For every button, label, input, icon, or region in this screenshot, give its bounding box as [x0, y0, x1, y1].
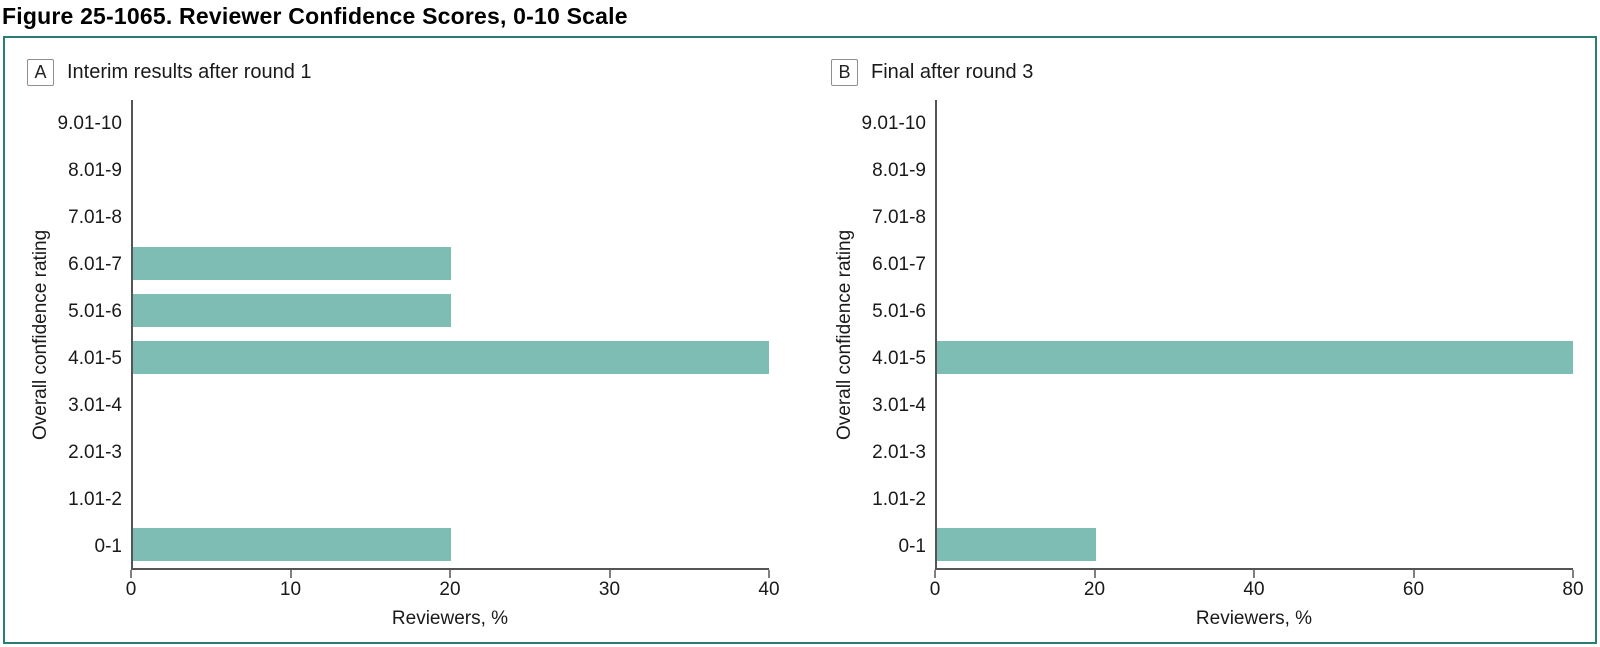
- panel-a-y-axis-title: Overall confidence rating: [30, 229, 51, 441]
- panel-a-chart: Overall confidence rating 9.01-10 8.01-9 7…: [25, 100, 780, 636]
- panel-b-header: B Final after round 3: [831, 58, 1573, 86]
- figure-title: Figure 25-1065. Reviewer Confidence Scor…: [2, 3, 628, 29]
- bar-row: [937, 428, 1573, 475]
- panel-b-y-tick-labels: 9.01-10 8.01-9 7.01-8 6.01-7 5.01-6 4.01-5 3.0…: [861, 100, 935, 570]
- x-tick-label: 80: [1562, 579, 1584, 600]
- x-tick-label: 40: [758, 579, 780, 600]
- bar-row: [133, 100, 769, 147]
- x-tick-mark: [449, 570, 451, 578]
- bar-row: [937, 240, 1573, 287]
- x-tick-mark: [1412, 570, 1415, 578]
- bar-5.01-6: [133, 294, 451, 328]
- bar-row: [937, 194, 1573, 241]
- bar-row: [133, 474, 769, 521]
- panel-b-chart: Overall confidence rating 9.01-10 8.01-9 7…: [829, 100, 1584, 636]
- y-tick-label: 3.01-4: [68, 395, 122, 416]
- bar-row: [133, 194, 769, 241]
- y-tick-label: 8.01-9: [68, 160, 122, 181]
- panel-a-plot-area: [131, 100, 769, 570]
- panel-b-x-axis-title: Reviewers, %: [1195, 608, 1313, 629]
- bar-row: [133, 240, 769, 287]
- panel-a-y-tick-labels: 9.01-10 8.01-9 7.01-8 6.01-7 5.01-6 4.01-5 3.0…: [57, 100, 131, 570]
- x-tick-label: 20: [1083, 579, 1106, 600]
- panel-a: A Interim results after round 1 Overall …: [25, 56, 780, 636]
- x-tick-mark: [1572, 570, 1574, 578]
- y-tick-label: 2.01-3: [872, 442, 926, 463]
- x-tick-label: 30: [598, 579, 621, 600]
- y-tick-label: 8.01-9: [872, 160, 926, 181]
- bar-row: [937, 334, 1573, 381]
- panel-a-title: Interim results after round 1: [67, 60, 312, 83]
- bar-row: [133, 147, 769, 194]
- panel-b-plot-area: [935, 100, 1573, 570]
- bar-row: [937, 287, 1573, 334]
- y-tick-label: 3.01-4: [872, 395, 926, 416]
- bar-row: [133, 287, 769, 334]
- x-tick-mark: [1253, 570, 1255, 578]
- y-tick-label: 9.01-10: [57, 113, 122, 134]
- panel-b-x-ticks: 0 20 40 60 80: [930, 570, 1584, 604]
- x-tick-label: 20: [439, 579, 461, 600]
- y-tick-label: 1.01-2: [872, 489, 926, 510]
- bar-row: [133, 334, 769, 381]
- x-tick-mark: [934, 570, 936, 578]
- panel-b-title: Final after round 3: [871, 60, 1034, 83]
- panel-b-letter-badge: B: [831, 58, 858, 86]
- bar-4.01-5: [937, 340, 1573, 374]
- panel-a-x-ticks: 0 10 20 30 40: [126, 570, 780, 604]
- y-tick-label: 1.01-2: [68, 489, 122, 510]
- y-tick-label: 6.01-7: [68, 254, 122, 275]
- bar-row: [133, 521, 769, 568]
- y-tick-label: 5.01-6: [68, 301, 122, 322]
- bar-row: [937, 147, 1573, 194]
- y-tick-label: 5.01-6: [872, 301, 926, 322]
- bar-4.01-5: [133, 340, 769, 374]
- y-tick-label: 6.01-7: [872, 254, 926, 275]
- bar-0-1: [937, 528, 1096, 562]
- x-tick-mark: [130, 570, 132, 578]
- bar-0-1: [133, 528, 451, 562]
- panel-a-x-axis-title: Reviewers, %: [391, 608, 509, 629]
- panels-container: A Interim results after round 1 Overall …: [25, 56, 1584, 636]
- panel-a-header: A Interim results after round 1: [27, 58, 769, 86]
- y-tick-label: 2.01-3: [68, 442, 122, 463]
- y-tick-label: 0-1: [94, 536, 122, 557]
- x-tick-label: 10: [279, 579, 302, 600]
- x-tick-mark: [768, 570, 770, 578]
- y-tick-label: 7.01-8: [872, 207, 926, 228]
- figure-frame: A Interim results after round 1 Overall …: [3, 36, 1597, 644]
- x-tick-label: 0: [125, 579, 137, 600]
- panel-b: B Final after round 3 Overall confidence…: [829, 56, 1584, 636]
- bar-row: [937, 100, 1573, 147]
- bar-row: [937, 521, 1573, 568]
- x-tick-label: 60: [1402, 579, 1425, 600]
- x-tick-mark: [608, 570, 611, 578]
- panel-a-letter-badge: A: [27, 58, 54, 86]
- x-tick-label: 0: [929, 579, 941, 600]
- bar-6.01-7: [133, 247, 451, 281]
- bar-row: [937, 381, 1573, 428]
- y-tick-label: 4.01-5: [68, 348, 122, 369]
- x-tick-label: 40: [1243, 579, 1265, 600]
- y-tick-label: 9.01-10: [861, 113, 926, 134]
- y-tick-label: 0-1: [898, 536, 926, 557]
- panel-b-y-axis-title: Overall confidence rating: [834, 229, 855, 441]
- bar-row: [937, 474, 1573, 521]
- bar-row: [133, 381, 769, 428]
- y-tick-label: 7.01-8: [68, 207, 122, 228]
- x-tick-mark: [1093, 570, 1096, 578]
- y-tick-label: 4.01-5: [872, 348, 926, 369]
- bar-row: [133, 428, 769, 475]
- x-tick-mark: [289, 570, 292, 578]
